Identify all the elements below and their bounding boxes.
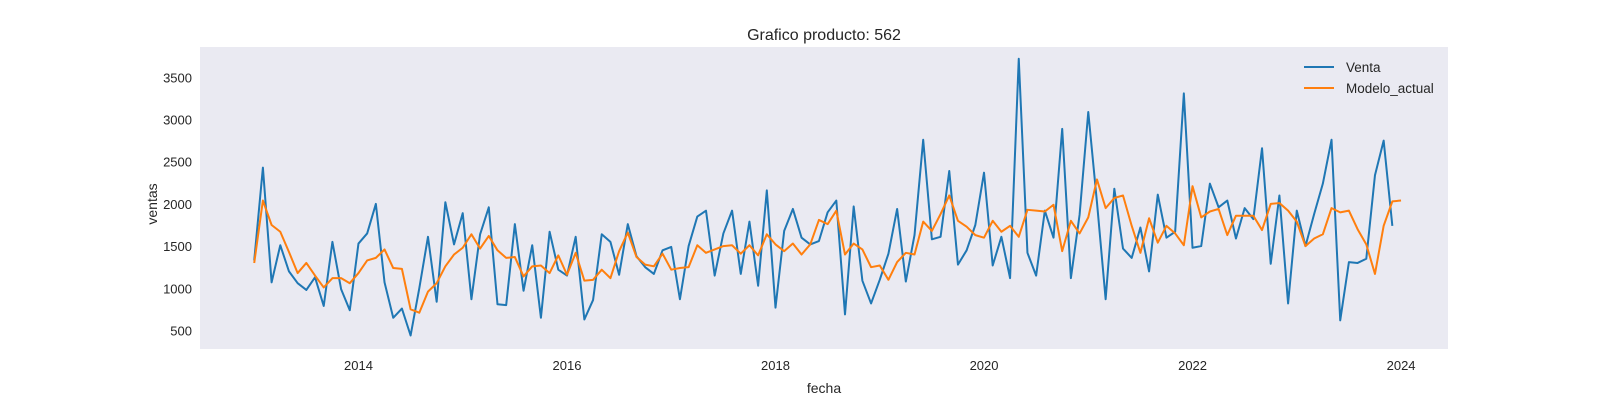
x-tick-label-2022: 2022 <box>1178 358 1207 373</box>
legend-label-venta: Venta <box>1346 60 1381 75</box>
legend-label-modelo-actual: Modelo_actual <box>1346 81 1434 96</box>
x-axis-label: fecha <box>807 380 841 396</box>
series-line-venta <box>253 57 1394 337</box>
y-tick-label-1000: 1000 <box>163 281 192 296</box>
x-tick-label-2016: 2016 <box>553 358 582 373</box>
y-tick-label-500: 500 <box>170 323 192 338</box>
y-axis-ticks: 500 1000 1500 2000 2500 3000 3500 <box>163 70 192 338</box>
x-tick-label-2024: 2024 <box>1387 358 1416 373</box>
series-layer <box>253 57 1402 337</box>
y-axis-label: ventas <box>144 183 160 224</box>
x-tick-label-2020: 2020 <box>970 358 999 373</box>
series-line-modelo-actual <box>253 178 1402 314</box>
y-tick-label-2500: 2500 <box>163 155 192 170</box>
y-tick-label-3000: 3000 <box>163 113 192 128</box>
x-tick-label-2018: 2018 <box>761 358 790 373</box>
plot-background <box>200 47 1448 349</box>
y-tick-label-3500: 3500 <box>163 70 192 85</box>
x-axis-ticks: 2014 2016 2018 2020 2022 2024 <box>344 358 1416 373</box>
x-tick-label-2014: 2014 <box>344 358 373 373</box>
chart-title: Grafico producto: 562 <box>747 27 901 44</box>
legend: Venta Modelo_actual <box>1304 60 1434 96</box>
y-tick-label-2000: 2000 <box>163 197 192 212</box>
y-tick-label-1500: 1500 <box>163 239 192 254</box>
